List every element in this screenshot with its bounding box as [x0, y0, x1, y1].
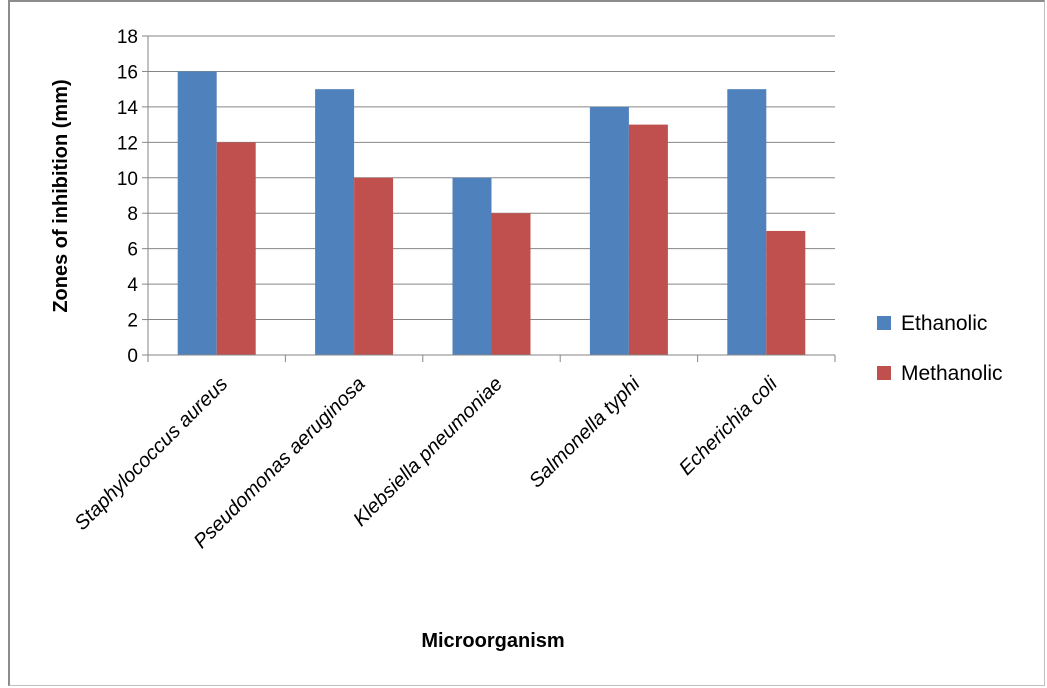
bar-ethanolic-2: [315, 89, 355, 356]
y-tick-label: 4: [127, 275, 138, 296]
x-tick-label: Salmonella typhi: [525, 373, 645, 493]
bar-ethanolic-4: [589, 106, 629, 355]
y-tick-label: 6: [127, 240, 138, 261]
legend: Ethanolic Methanolic: [877, 312, 1003, 385]
bar-ethanolic-3: [452, 177, 492, 355]
y-axis-title: Zones of inhibition (mm): [50, 79, 72, 312]
y-tick-label: 8: [127, 204, 138, 225]
y-tick-labels: 0 2 4 6 8 10 12 14 16 18: [117, 27, 139, 367]
x-tick-label: Staphylococcus aureus: [70, 373, 232, 535]
bars: [177, 71, 806, 356]
bar-methanolic-1: [216, 142, 256, 355]
legend-label-ethanolic: Ethanolic: [901, 312, 987, 335]
bar-methanolic-3: [491, 213, 531, 355]
y-tick-label: 0: [127, 346, 138, 367]
y-tick-label: 16: [117, 62, 138, 83]
bar-methanolic-5: [766, 230, 806, 355]
legend-swatch-ethanolic: [877, 316, 891, 330]
legend-label-methanolic: Methanolic: [901, 362, 1003, 385]
x-tick-label: Klebsiella pneumoniae: [349, 373, 507, 531]
x-axis-title: Microorganism: [421, 630, 564, 652]
y-tick-label: 2: [127, 311, 138, 332]
legend-swatch-methanolic: [877, 366, 891, 380]
y-tick-label: 12: [117, 133, 138, 154]
axes: [147, 36, 835, 356]
bar-ethanolic-1: [177, 71, 217, 355]
bar-methanolic-4: [628, 124, 668, 355]
bar-methanolic-2: [354, 177, 394, 355]
y-tick-label: 14: [117, 98, 139, 119]
x-tick-label: Echerichia coli: [675, 373, 782, 480]
bar-ethanolic-5: [727, 89, 767, 356]
y-tick-label: 10: [117, 169, 138, 190]
y-tick-label: 18: [117, 27, 138, 48]
